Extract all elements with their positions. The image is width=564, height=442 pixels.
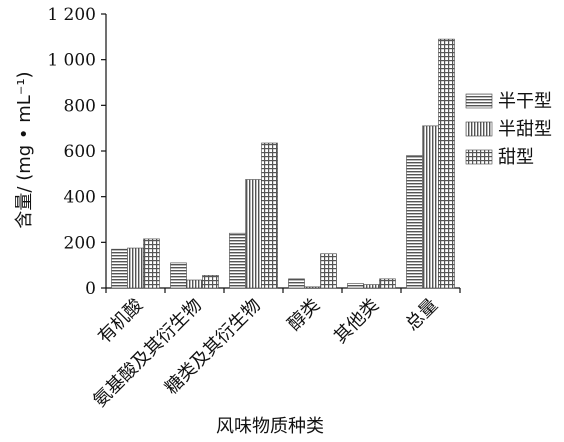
legend-swatch: [465, 93, 493, 109]
bar: [406, 155, 423, 289]
y-tick-label: 800: [64, 96, 96, 116]
bar: [363, 284, 380, 289]
bar: [127, 247, 144, 289]
bar: [143, 238, 160, 289]
bar: [111, 248, 128, 289]
bar: [304, 286, 321, 289]
legend-label: 半甜型: [498, 119, 552, 140]
bar: [288, 278, 305, 289]
bar: [379, 278, 396, 289]
y-axis-label: 含量/ (mg • mL⁻¹): [14, 71, 35, 228]
bar: [261, 142, 278, 289]
bar: [186, 279, 203, 289]
bar: [202, 275, 219, 289]
x-tick-label: 醇类: [284, 295, 324, 335]
legend-swatch: [465, 121, 493, 137]
bar: [422, 125, 439, 289]
bar: [245, 179, 262, 289]
bar: [438, 38, 455, 289]
bar: [347, 283, 364, 289]
y-tick-label: 600: [64, 142, 96, 162]
legend-swatch: [465, 149, 493, 165]
x-ticks: [105, 288, 461, 293]
y-tick-label: 1 000: [47, 51, 96, 71]
x-tick-label: 总量: [402, 295, 442, 335]
y-ticks: 0 200 400 600 800 1 000 1 200: [47, 5, 106, 299]
y-tick-label: 1 200: [47, 5, 96, 25]
y-tick-label: 0: [85, 279, 96, 299]
x-tick-label: 氨基酸及其衍生物: [89, 295, 206, 412]
legend-label: 甜型: [498, 147, 534, 168]
bar: [320, 253, 337, 289]
bar: [170, 262, 187, 289]
y-tick-label: 400: [64, 188, 96, 208]
y-tick-label: 200: [64, 233, 96, 253]
x-tick-label: 其他类: [330, 295, 383, 348]
legend-label: 半干型: [498, 91, 552, 112]
bars: [111, 38, 455, 289]
x-tick-label: 有机酸: [94, 295, 147, 348]
x-axis-label: 风味物质种类: [216, 416, 324, 437]
bar: [229, 232, 246, 289]
